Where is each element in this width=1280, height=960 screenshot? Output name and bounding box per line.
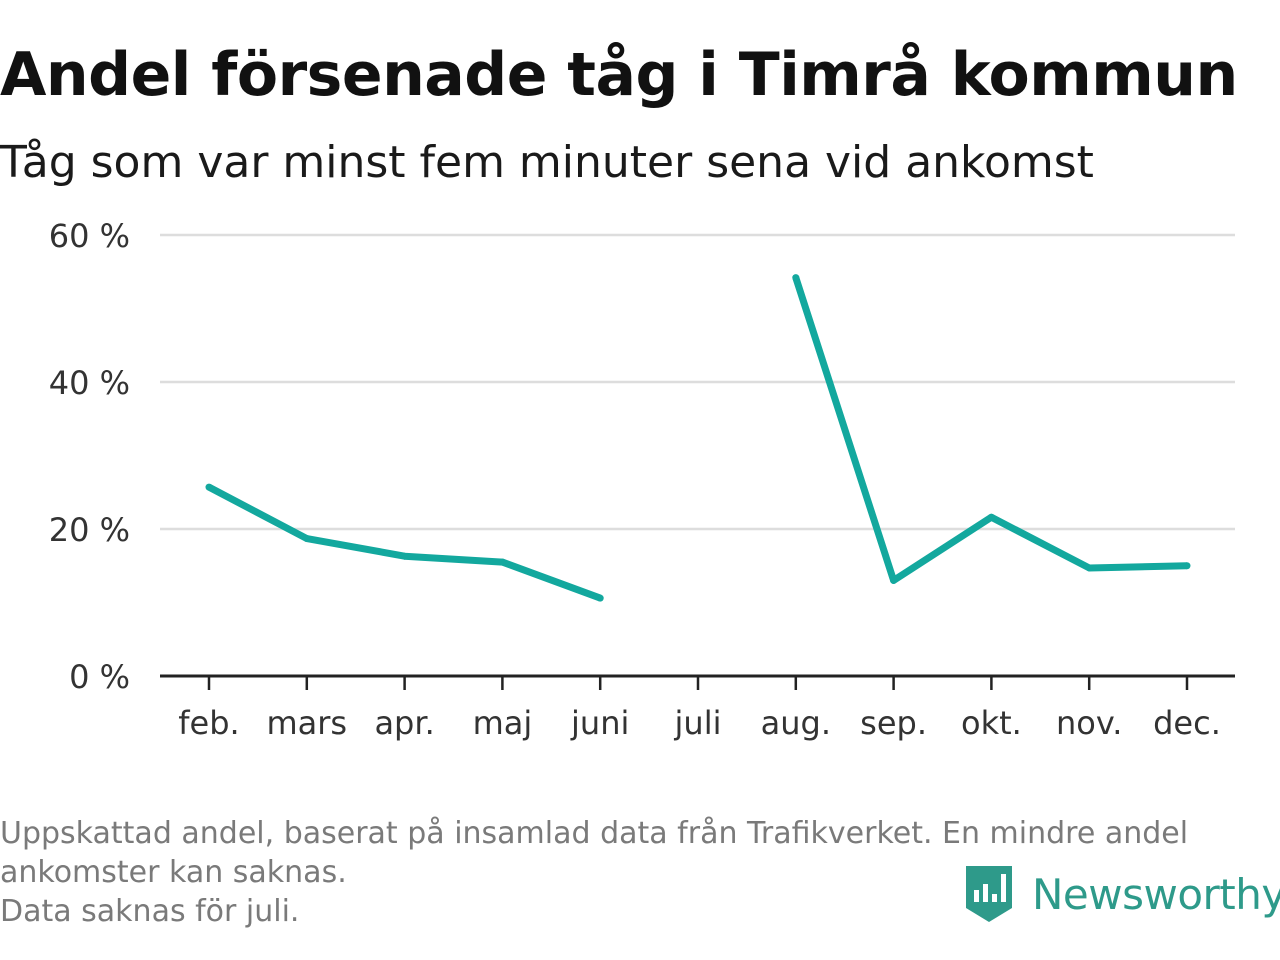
footnote: Uppskattad andel, baserat på insamlad da… xyxy=(0,814,1270,931)
line-chart: 0 % 20 % 40 % 60 % feb. mars apr. maj juni juli a… xyxy=(49,217,1235,742)
x-tick-label: juli xyxy=(674,704,722,742)
series-lines xyxy=(205,274,1191,602)
brand-name: Newsworthy xyxy=(1032,869,1280,919)
series-line xyxy=(207,484,602,602)
x-tick-label: okt. xyxy=(961,704,1022,742)
x-tick-label: aug. xyxy=(761,704,831,742)
newsworthy-logo-icon xyxy=(966,866,1012,922)
data-point xyxy=(1085,564,1093,572)
chart-subtitle: Tåg som var minst fem minuter sena vid a… xyxy=(0,137,1094,188)
footnote-line: Data saknas för juli. xyxy=(0,894,300,929)
y-tick-label: 20 % xyxy=(49,511,130,549)
data-point xyxy=(303,535,311,543)
x-axis-labels: feb. mars apr. maj juni juli aug. sep. okt. nov. d… xyxy=(178,704,1221,742)
series-line xyxy=(792,276,1188,584)
x-tick-label: dec. xyxy=(1153,704,1221,742)
x-axis xyxy=(160,674,1235,690)
data-point xyxy=(498,558,506,566)
data-point xyxy=(1183,562,1191,570)
brand-logo: Newsworthy xyxy=(964,864,1280,924)
footnote-line: Uppskattad andel, baserat på insamlad da… xyxy=(0,816,1189,851)
footnote-line: ankomster kan saknas. xyxy=(0,855,347,890)
y-axis-labels: 0 % 20 % 40 % 60 % xyxy=(49,217,130,696)
x-tick-label: maj xyxy=(473,704,533,742)
x-tick-label: apr. xyxy=(374,704,434,742)
data-point xyxy=(890,576,898,584)
data-point xyxy=(401,552,409,560)
y-tick-label: 0 % xyxy=(69,658,130,696)
data-point xyxy=(596,594,604,602)
x-tick-label: mars xyxy=(266,704,347,742)
data-point xyxy=(792,274,800,282)
data-point xyxy=(987,513,995,521)
x-tick-label: feb. xyxy=(178,704,239,742)
x-tick-label: sep. xyxy=(860,704,927,742)
y-tick-label: 40 % xyxy=(49,364,130,402)
x-tick-label: nov. xyxy=(1056,704,1122,742)
chart-title: Andel försenade tåg i Timrå kommun xyxy=(0,40,1238,110)
data-point xyxy=(205,483,213,491)
x-tick-label: juni xyxy=(570,704,629,742)
gridlines xyxy=(160,233,1235,531)
y-tick-label: 60 % xyxy=(49,217,130,255)
